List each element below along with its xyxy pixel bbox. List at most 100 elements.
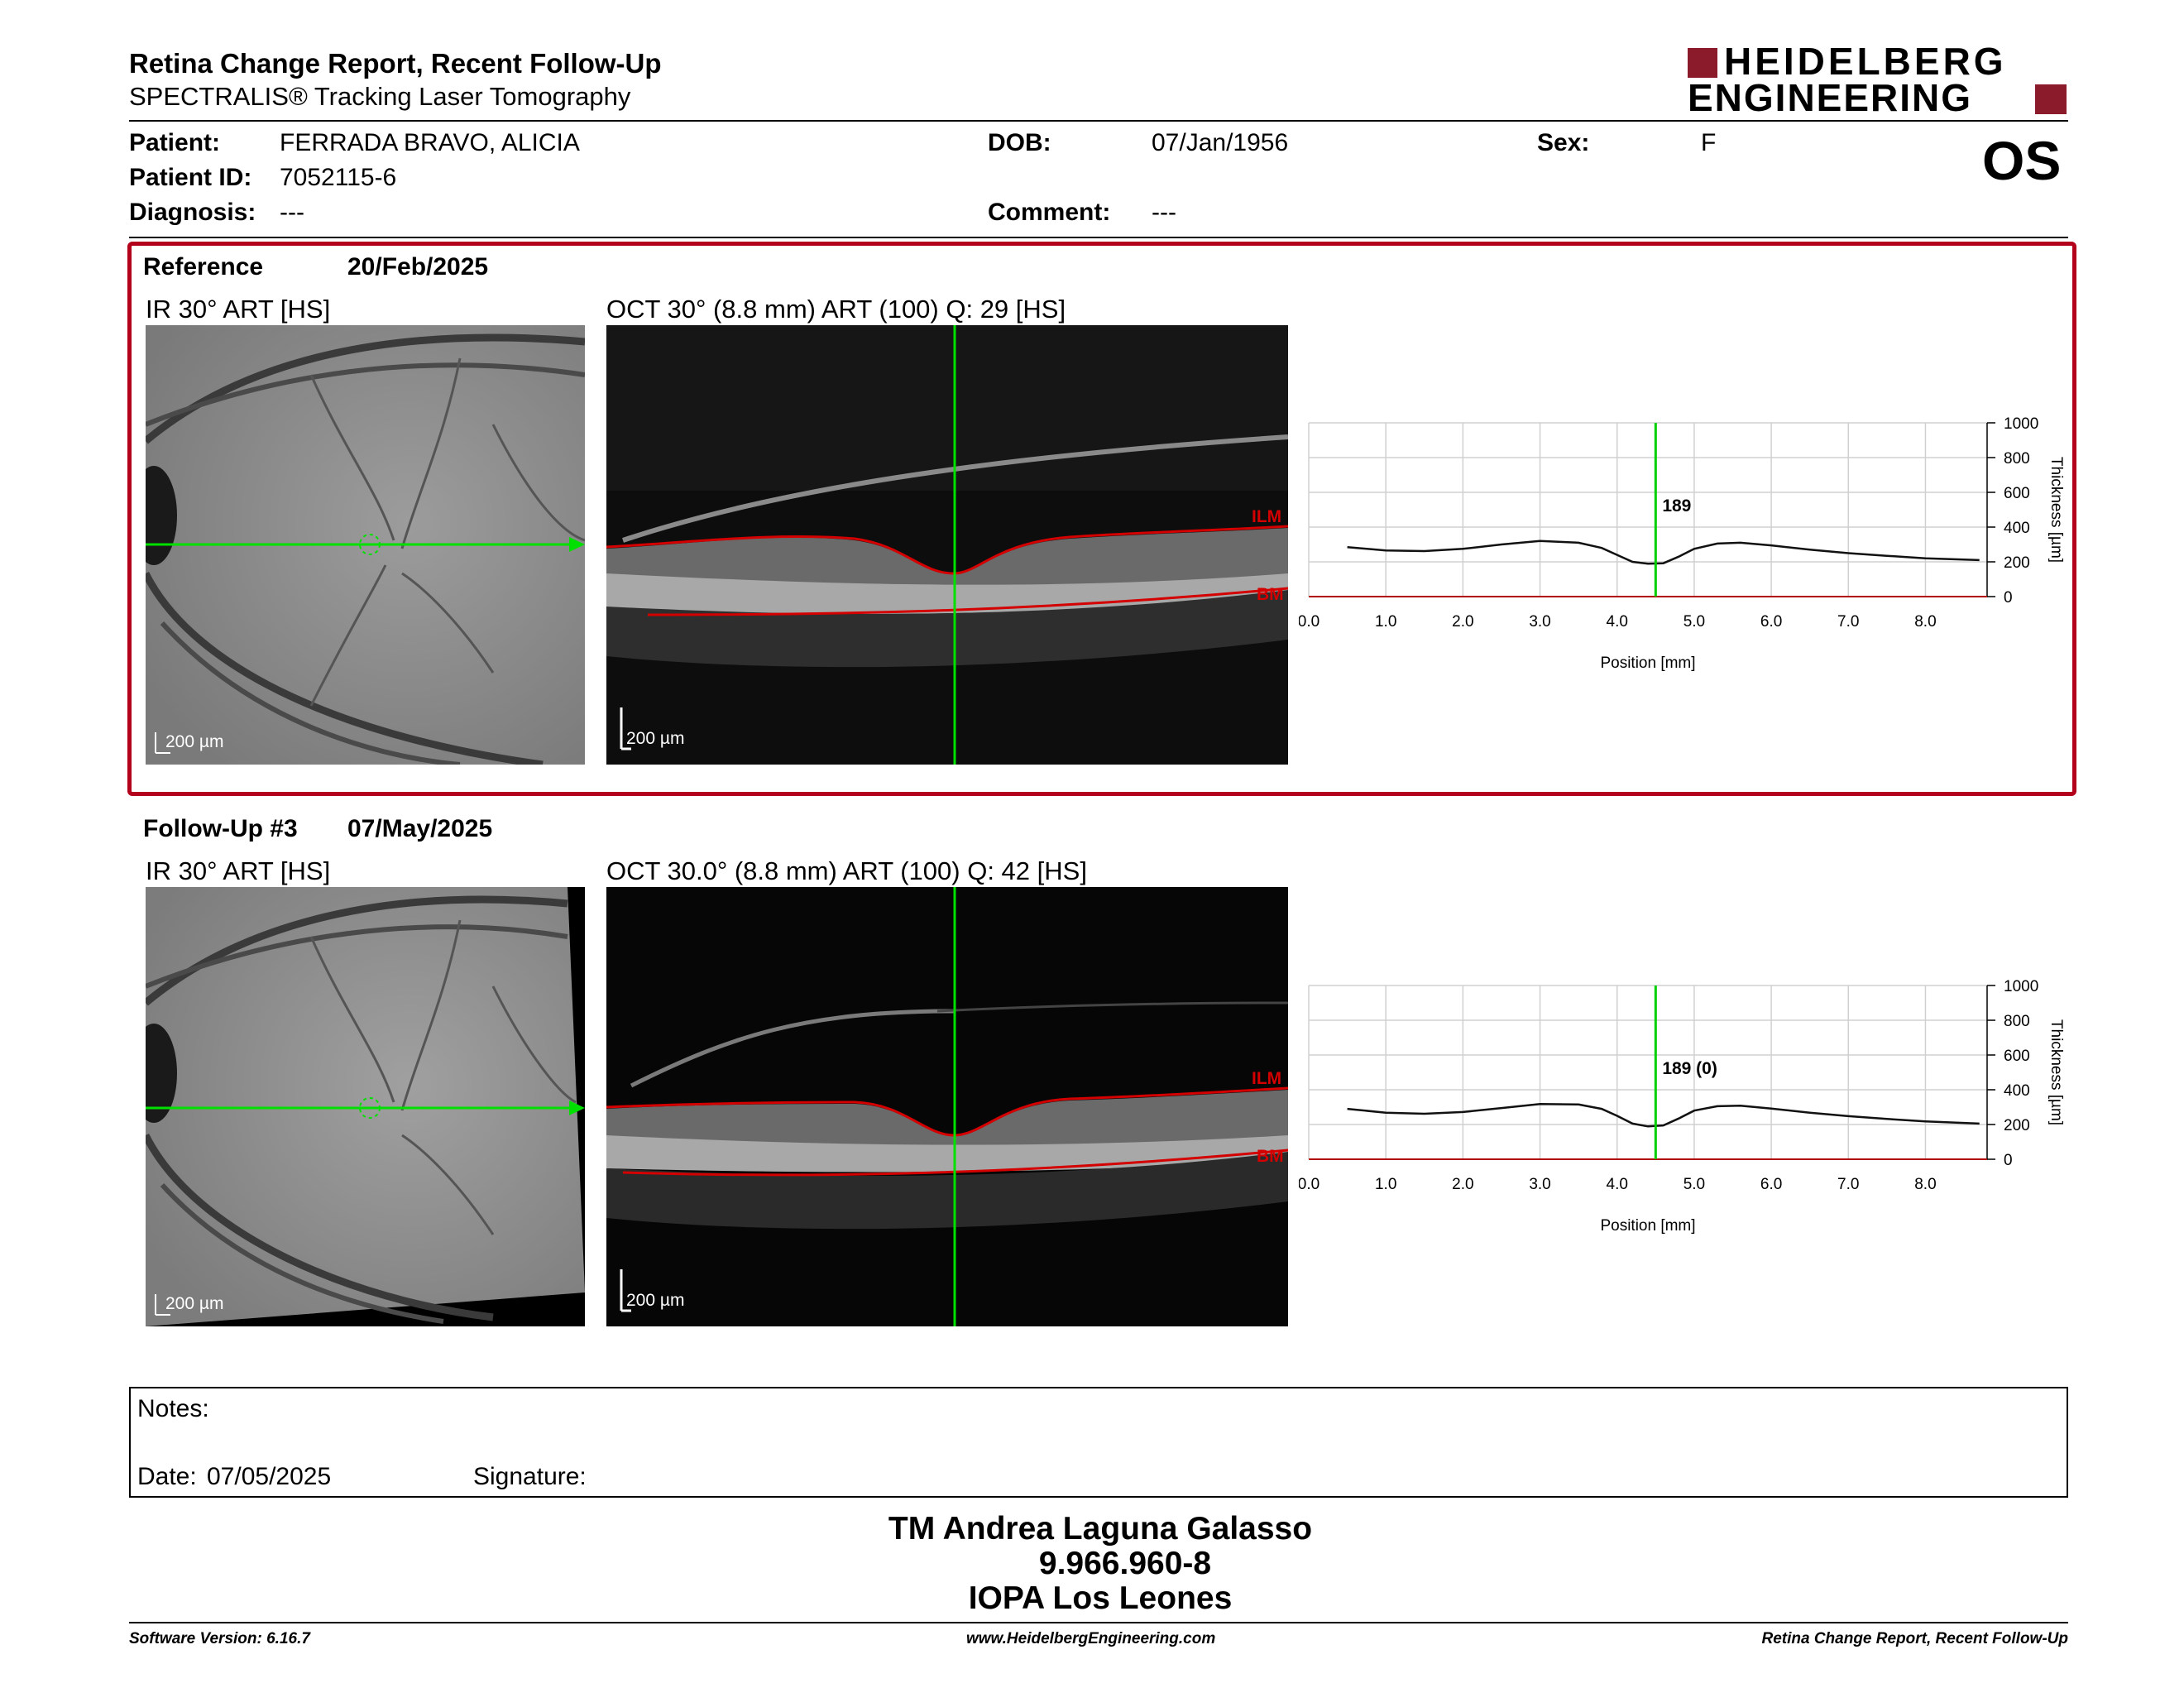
patient-label: Patient: [129,129,221,156]
x-tick-label: 0.0 [1299,1176,1320,1193]
bm-line [647,587,1288,616]
followup-oct-caption: OCT 30.0° (8.8 mm) ART (100) Q: 42 [HS] [606,856,1087,885]
y-tick-label: 1000 [2004,415,2038,433]
x-tick-label: 1.0 [1375,1176,1396,1193]
x-tick-label: 2.0 [1452,1176,1473,1193]
y-tick-label: 800 [2004,450,2030,468]
patient-rule [129,237,2068,238]
header-rule [129,120,2068,122]
heidelberg-logo: HEIDELBERG ENGINEERING [1688,41,2068,119]
footer-report-name: Retina Change Report, Recent Follow-Up [1761,1630,2068,1647]
x-tick-label: 5.0 [1684,1176,1705,1193]
followup-oct-svg: ILM BM 200 µm [606,887,1288,1326]
x-tick-label: 5.0 [1684,613,1705,631]
x-tick-label: 0.0 [1299,613,1320,631]
signatory-name: TM Andrea Laguna Galasso [888,1511,1313,1547]
signatory-rut: 9.966.960-8 [1038,1546,1212,1581]
followup-ir-image: 200 µm [146,887,585,1326]
notes-signature-label: Signature: [473,1463,587,1490]
optic-disc [146,466,177,565]
comment-label: Comment: [988,199,1111,226]
thickness-series-line [1347,1102,1980,1128]
reference-oct-scale: 200 µm [626,729,684,748]
patient-id-label: Patient ID: [129,164,252,191]
reference-oct-image: ILM BM 200 µm [606,325,1288,765]
x-tick-label: 3.0 [1529,1176,1550,1193]
y-tick-label: 600 [2004,485,2030,502]
footer-rule [129,1622,2068,1623]
followup-thickness-chart: 0.0 1.0 2.0 3.0 4.0 5.0 6.0 7.0 8.0 0 200 400 600 800… [1299,978,2065,1235]
followup-ir-caption: IR 30° ART [HS] [146,856,331,885]
x-tick-label: 8.0 [1914,1176,1936,1193]
y-tick-label: 800 [2004,1013,2030,1030]
followup-label: Follow-Up #3 [143,815,298,842]
followup-fundus-svg: 200 µm [146,887,585,1326]
sex-value: F [1701,129,1717,156]
x-tick-label: 1.0 [1375,613,1396,631]
logo-square-right [2035,84,2067,114]
reference-ir-image: 200 µm [146,325,585,765]
reference-bm-label: BM [1257,585,1284,604]
report-title: Retina Change Report, Recent Follow-Up [129,48,662,79]
vitreous-membrane [622,434,1288,543]
x-tick-label: 6.0 [1760,613,1782,631]
report-subtitle: SPECTRALIS® Tracking Laser Tomography [129,82,631,111]
x-tick-label: 2.0 [1452,613,1473,631]
y-axis-label: Thickness [µm] [2048,457,2065,563]
patient-id: 7052115-6 [280,164,397,191]
logo-line2: ENGINEERING [1688,76,1973,119]
marker-value-label: 189 [1662,496,1691,516]
reference-oct-svg: ILM BM 200 µm [606,325,1288,765]
followup-bm-label: BM [1257,1147,1284,1166]
y-tick-label: 400 [2004,520,2030,537]
reference-oct-caption: OCT 30° (8.8 mm) ART (100) Q: 29 [HS] [606,295,1066,324]
followup-oct-scale: 200 µm [626,1291,684,1310]
x-tick-label: 6.0 [1760,1176,1782,1193]
x-tick-label: 4.0 [1607,1176,1628,1193]
reference-ilm-label: ILM [1252,507,1281,526]
y-tick-label: 1000 [2004,978,2038,995]
y-axis-label: Thickness [µm] [2048,1019,2065,1125]
comment-value: --- [1152,199,1176,226]
reference-section [127,242,2076,796]
followup-ilm-label: ILM [1252,1069,1281,1088]
dob-label: DOB: [988,129,1051,156]
x-tick-label: 7.0 [1837,1176,1859,1193]
diagnosis-label: Diagnosis: [129,199,256,226]
y-tick-label: 400 [2004,1082,2030,1100]
notes-date-label: Date: [137,1463,197,1490]
logo-square-left [1688,48,1717,78]
diagnosis-value: --- [280,199,304,226]
x-tick-label: 7.0 [1837,613,1859,631]
y-tick-label: 600 [2004,1048,2030,1065]
footer-url[interactable]: www.HeidelbergEngineering.com [966,1630,1216,1647]
followup-ir-scale: 200 µm [165,1294,223,1313]
x-axis-label: Position [mm] [1600,1217,1695,1235]
signatory-institution: IOPA Los Leones [968,1580,1233,1616]
notes-label: Notes: [137,1395,209,1422]
notes-date: 07/05/2025 [207,1463,332,1490]
y-tick-label: 0 [2004,589,2013,607]
reference-date: 20/Feb/2025 [347,253,489,281]
sex-label: Sex: [1537,129,1590,156]
footer-software: Software Version: 6.16.7 [129,1630,310,1647]
reference-thickness-chart: 0.0 1.0 2.0 3.0 4.0 5.0 6.0 7.0 8.0 0 200 400 600 800… [1299,415,2065,672]
notes-box[interactable]: Notes: Date: 07/05/2025 Signature: [129,1387,2068,1498]
x-tick-label: 8.0 [1914,613,1936,631]
x-tick-label: 4.0 [1607,613,1628,631]
patient-name: FERRADA BRAVO, ALICIA [280,129,580,156]
followup-date: 07/May/2025 [347,815,493,842]
eye-indicator: OS [1982,130,2062,191]
reference-ir-scale: 200 µm [165,732,223,751]
x-tick-label: 3.0 [1529,613,1550,631]
y-tick-label: 200 [2004,1117,2030,1134]
marker-value-label: 189 (0) [1662,1059,1717,1078]
vessel-inferior [146,571,544,765]
thickness-series-line [1347,539,1980,565]
logo-line1: HEIDELBERG [1724,40,2007,83]
reference-ir-caption: IR 30° ART [HS] [146,295,331,324]
x-axis-label: Position [mm] [1600,655,1695,672]
reference-label: Reference [143,253,264,281]
y-tick-label: 200 [2004,554,2030,572]
reference-fundus-svg: 200 µm [146,325,585,765]
